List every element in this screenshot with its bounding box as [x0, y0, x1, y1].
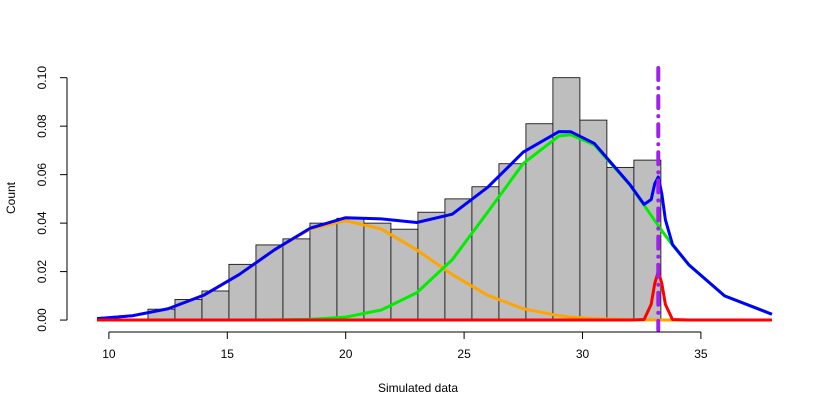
- x-tick-label: 25: [457, 347, 471, 361]
- x-tick-label: 15: [221, 347, 235, 361]
- bar: [444, 198, 473, 321]
- bar: [552, 77, 581, 321]
- bar: [363, 222, 392, 321]
- y-tick-label: 0.02: [35, 260, 49, 284]
- x-tick-label: 20: [339, 347, 353, 361]
- density-curve: [96, 130, 773, 321]
- y-tick-label: 0.10: [35, 66, 49, 90]
- bar: [579, 119, 608, 321]
- density-curve: [97, 270, 772, 322]
- y-axis-label: Count: [4, 181, 18, 214]
- y-tick-label: 0.08: [35, 114, 49, 138]
- x-tick-label: 10: [102, 347, 116, 361]
- bar: [498, 163, 527, 321]
- y-tick-label: 0.06: [35, 163, 49, 187]
- bar: [201, 290, 230, 321]
- y-tick-label: 0.00: [35, 308, 49, 332]
- bar: [525, 123, 554, 321]
- bar: [255, 244, 284, 321]
- bar: [282, 238, 311, 321]
- bar: [606, 166, 635, 321]
- x-axis-label: Simulated data: [378, 381, 458, 395]
- x-tick-label: 30: [576, 347, 590, 361]
- y-tick-label: 0.04: [35, 211, 49, 235]
- bar: [336, 217, 365, 321]
- bar: [309, 222, 338, 321]
- x-tick-label: 35: [694, 347, 708, 361]
- bar: [471, 186, 500, 321]
